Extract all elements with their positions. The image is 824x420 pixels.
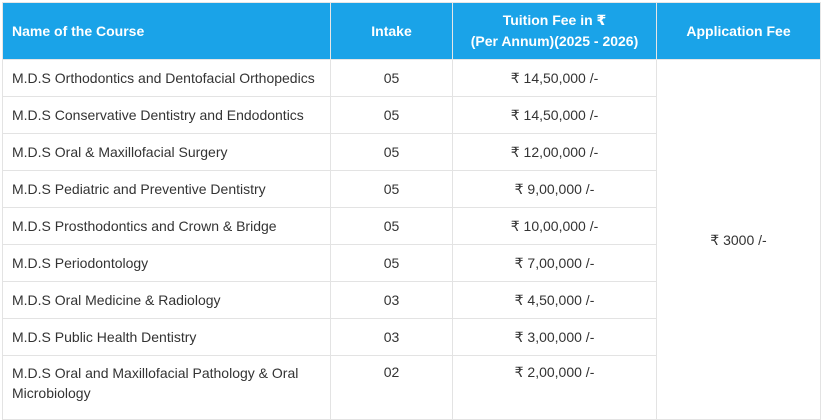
header-tuition-fee-line2: (Per Annum)(2025 - 2026)	[470, 33, 639, 49]
course-intake: 05	[330, 59, 453, 97]
course-intake: 05	[330, 170, 453, 208]
application-fee-value: ₹ 3000 /-	[656, 59, 821, 420]
course-name: M.D.S Prosthodontics and Crown & Bridge	[2, 207, 331, 245]
course-name: M.D.S Oral Medicine & Radiology	[2, 281, 331, 319]
table-row: M.D.S Pediatric and Preventive Dentistry…	[2, 170, 821, 208]
course-intake: 02	[330, 355, 453, 420]
table-row: M.D.S Prosthodontics and Crown & Bridge …	[2, 207, 821, 245]
course-tuition-fee: ₹ 2,00,000 /-	[452, 355, 657, 420]
table-row: M.D.S Oral & Maxillofacial Surgery 05 ₹ …	[2, 133, 821, 171]
course-intake: 03	[330, 318, 453, 356]
course-tuition-fee: ₹ 4,50,000 /-	[452, 281, 657, 319]
course-name: M.D.S Conservative Dentistry and Endodon…	[2, 96, 331, 134]
course-tuition-fee: ₹ 10,00,000 /-	[452, 207, 657, 245]
table-row: M.D.S Oral and Maxillofacial Pathology &…	[2, 355, 821, 420]
course-name: M.D.S Orthodontics and Dentofacial Ortho…	[2, 59, 331, 97]
course-intake: 05	[330, 96, 453, 134]
table-row: M.D.S Oral Medicine & Radiology 03 ₹ 4,5…	[2, 281, 821, 319]
course-name: M.D.S Oral and Maxillofacial Pathology &…	[2, 355, 331, 420]
header-tuition-fee-line1: Tuition Fee in ₹	[502, 12, 607, 28]
course-intake: 05	[330, 207, 453, 245]
course-intake: 05	[330, 244, 453, 282]
header-application-fee: Application Fee	[656, 2, 821, 60]
course-intake: 03	[330, 281, 453, 319]
course-intake: 05	[330, 133, 453, 171]
header-intake: Intake	[330, 2, 453, 60]
course-name: M.D.S Oral & Maxillofacial Surgery	[2, 133, 331, 171]
course-tuition-fee: ₹ 14,50,000 /-	[452, 96, 657, 134]
header-course: Name of the Course	[2, 2, 331, 60]
course-tuition-fee: ₹ 7,00,000 /-	[452, 244, 657, 282]
course-tuition-fee: ₹ 3,00,000 /-	[452, 318, 657, 356]
table-row: M.D.S Periodontology 05 ₹ 7,00,000 /-	[2, 244, 821, 282]
course-tuition-fee: ₹ 14,50,000 /-	[452, 59, 657, 97]
table-header-row: Name of the Course Intake Tuition Fee in…	[2, 2, 821, 60]
course-tuition-fee: ₹ 12,00,000 /-	[452, 133, 657, 171]
table-row: M.D.S Conservative Dentistry and Endodon…	[2, 96, 821, 134]
course-tuition-fee: ₹ 9,00,000 /-	[452, 170, 657, 208]
header-tuition-fee: Tuition Fee in ₹ (Per Annum)(2025 - 2026…	[452, 2, 657, 60]
table-row: M.D.S Public Health Dentistry 03 ₹ 3,00,…	[2, 318, 821, 356]
table-row: M.D.S Orthodontics and Dentofacial Ortho…	[2, 59, 821, 420]
course-name: M.D.S Public Health Dentistry	[2, 318, 331, 356]
course-name: M.D.S Pediatric and Preventive Dentistry	[2, 170, 331, 208]
course-name: M.D.S Periodontology	[2, 244, 331, 282]
